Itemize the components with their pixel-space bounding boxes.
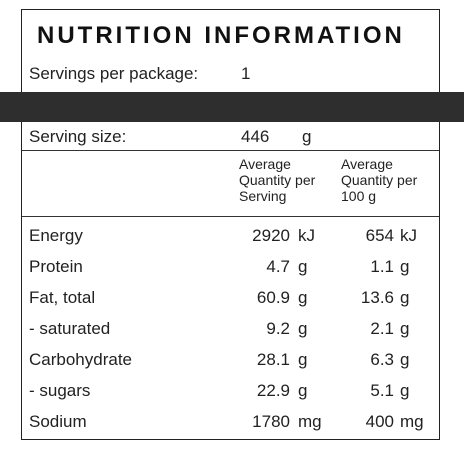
nutrient-serving-value: 2920 bbox=[252, 226, 290, 245]
nutrient-serving-unit: g bbox=[298, 319, 308, 338]
redaction-band bbox=[0, 92, 464, 122]
nutrient-per100-unit: g bbox=[400, 319, 410, 338]
nutrient-serving-unit: g bbox=[298, 288, 308, 307]
nutrient-name: Fat, total bbox=[29, 288, 96, 307]
nutrient-per100-unit: g bbox=[400, 257, 410, 276]
nutrient-per100-value: 2.1 bbox=[370, 319, 394, 338]
nutrient-serving-unit: g bbox=[298, 350, 308, 369]
nutrient-serving-value: 28.1 bbox=[256, 350, 290, 369]
nutrient-name: Carbohydrate bbox=[29, 350, 133, 369]
col-header-per-100g: Average Quantity per 100 g bbox=[341, 156, 418, 204]
servings-label: Servings per package: bbox=[29, 64, 199, 83]
nutrient-per100-value: 13.6 bbox=[360, 288, 394, 307]
nutrient-name: Sodium bbox=[29, 412, 87, 431]
nutrient-per100-value: 5.1 bbox=[370, 381, 394, 400]
nutrient-serving-value: 9.2 bbox=[266, 319, 290, 338]
nutrient-name: Protein bbox=[29, 257, 83, 276]
nutrient-per100-unit: kJ bbox=[400, 226, 417, 245]
nutrient-serving-unit: g bbox=[298, 257, 308, 276]
serving-size-label: Serving size: bbox=[29, 127, 127, 146]
serving-size-value: 446 bbox=[241, 127, 270, 146]
nutrient-serving-unit: g bbox=[298, 381, 308, 400]
nutrient-per100-unit: g bbox=[400, 288, 410, 307]
divider bbox=[22, 150, 439, 151]
nutrient-per100-value: 1.1 bbox=[370, 257, 394, 276]
nutrient-serving-value: 60.9 bbox=[256, 288, 290, 307]
nutrient-per100-value: 400 bbox=[365, 412, 394, 431]
col-header-per-serving: Average Quantity per Serving bbox=[239, 156, 316, 204]
divider bbox=[22, 216, 439, 217]
nutrient-per100-unit: g bbox=[400, 381, 410, 400]
nutrient-serving-unit: mg bbox=[298, 412, 322, 431]
nutrient-serving-value: 4.7 bbox=[266, 257, 290, 276]
nutrition-panel: NUTRITION INFORMATION Servings per packa… bbox=[21, 9, 440, 440]
servings-value: 1 bbox=[241, 64, 251, 83]
nutrient-name: - sugars bbox=[29, 381, 91, 400]
panel-title: NUTRITION INFORMATION bbox=[37, 22, 405, 49]
nutrient-serving-value: 22.9 bbox=[256, 381, 290, 400]
nutrient-name: Energy bbox=[29, 226, 83, 245]
nutrient-serving-value: 1780 bbox=[252, 412, 290, 431]
nutrient-per100-value: 6.3 bbox=[370, 350, 394, 369]
nutrient-per100-unit: g bbox=[400, 350, 410, 369]
serving-size-unit: g bbox=[302, 127, 312, 146]
nutrient-serving-unit: kJ bbox=[298, 226, 315, 245]
nutrient-per100-unit: mg bbox=[400, 412, 424, 431]
nutrient-per100-value: 654 bbox=[365, 226, 394, 245]
nutrient-name: - saturated bbox=[29, 319, 111, 338]
